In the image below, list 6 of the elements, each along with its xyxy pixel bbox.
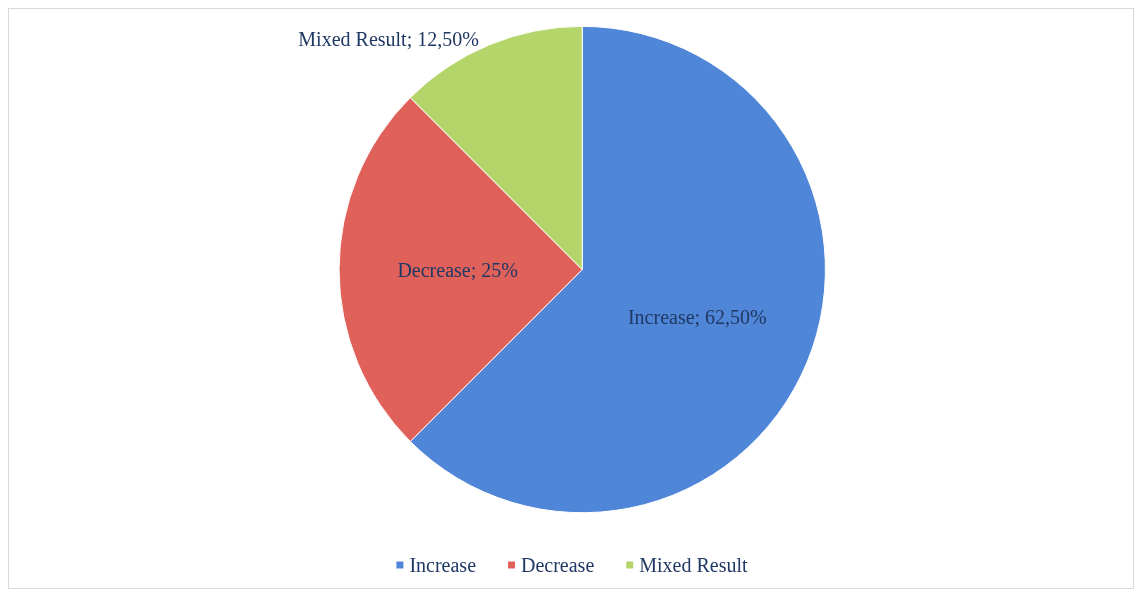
legend-label: Increase	[409, 554, 477, 576]
data-label: Increase; 62,50%	[627, 306, 767, 329]
legend-label: Decrease	[521, 554, 595, 576]
legend-label: Mixed Result	[639, 554, 749, 576]
data-label: Mixed Result; 12,50%	[298, 28, 479, 51]
data-label: Decrease; 25%	[397, 258, 518, 281]
